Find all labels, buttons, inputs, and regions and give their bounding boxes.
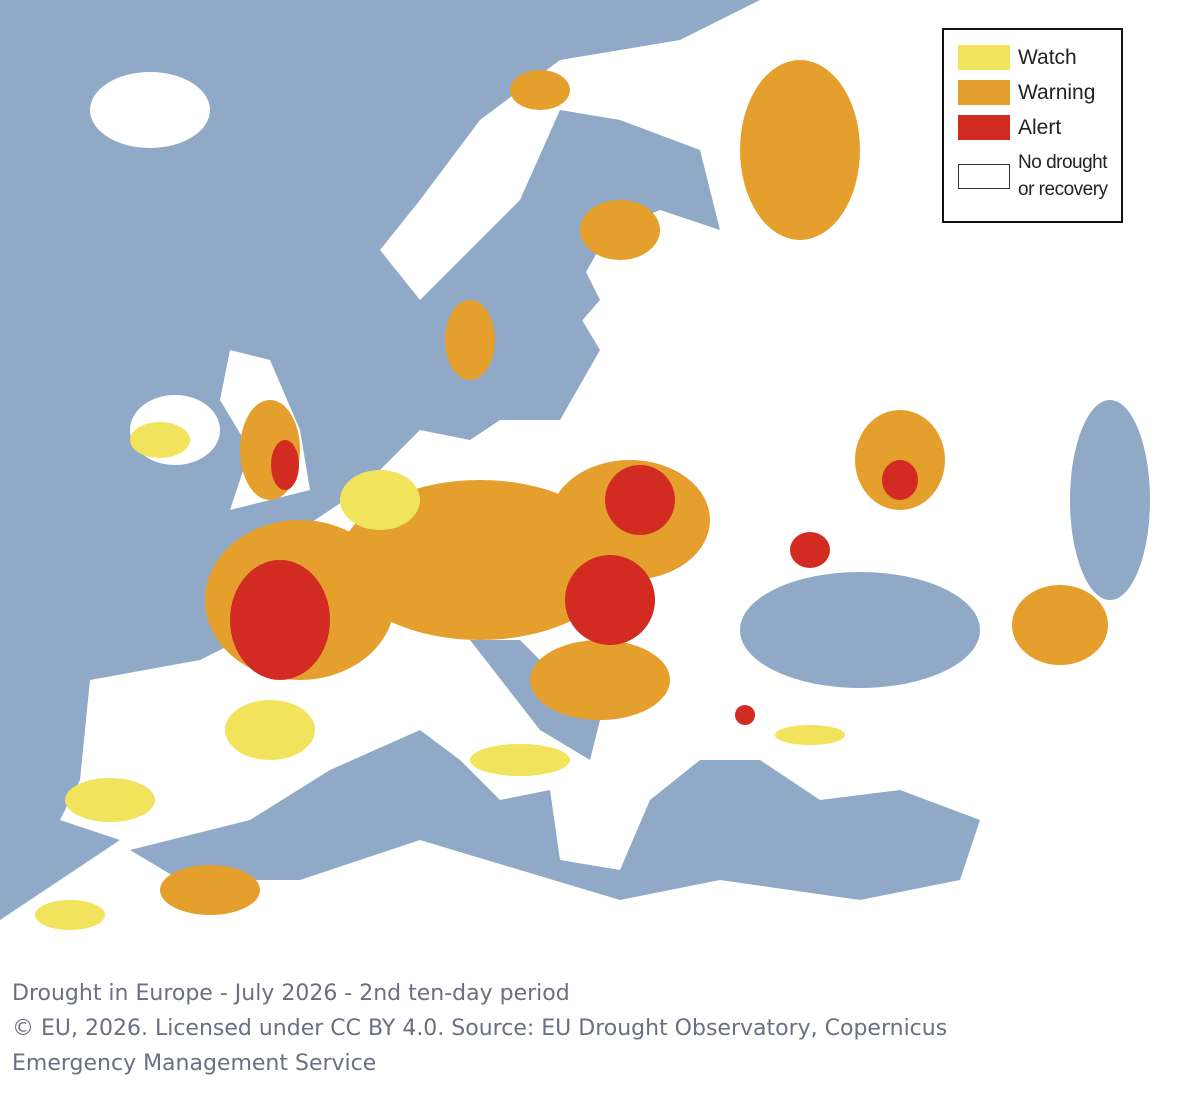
caspian-sea: [1070, 400, 1150, 600]
drought-area: [35, 900, 105, 930]
legend-item: Alert: [958, 114, 1121, 141]
drought-area: [580, 200, 660, 260]
drought-area: [775, 725, 845, 745]
adriatic-sea: [470, 640, 600, 760]
drought-area: [790, 532, 830, 568]
drought-area: [130, 422, 190, 458]
mediterranean-sea: [130, 730, 980, 900]
legend-label: Watch: [1018, 46, 1077, 69]
legend-item: Warning: [958, 79, 1121, 106]
drought-area: [340, 470, 420, 530]
legend-swatch: [958, 115, 1010, 140]
legend: Watch Warning Alert No drought or recovery: [942, 28, 1123, 223]
legend-label: Warning: [1018, 81, 1096, 104]
drought-area: [565, 555, 655, 645]
caption-title: Drought in Europe - July 2026 - 2nd ten-…: [12, 981, 570, 1006]
drought-area: [605, 465, 675, 535]
drought-areas: [35, 60, 1108, 930]
legend-swatch: [958, 80, 1010, 105]
legend-item: No drought or recovery: [958, 149, 1121, 203]
drought-area: [230, 560, 330, 680]
drought-area: [271, 440, 299, 490]
legend-swatch: [958, 163, 1010, 189]
drought-area: [225, 700, 315, 760]
drought-area: [882, 460, 918, 500]
drought-area: [65, 778, 155, 822]
legend-item: Watch: [958, 44, 1121, 71]
drought-area: [530, 640, 670, 720]
drought-area: [445, 300, 495, 380]
drought-area: [735, 705, 755, 725]
drought-area: [1012, 585, 1108, 665]
caption-credit: © EU, 2026. Licensed under CC BY 4.0. So…: [12, 1016, 948, 1076]
black-sea: [740, 572, 980, 688]
iceland: [90, 72, 210, 148]
caption: Drought in Europe - July 2026 - 2nd ten-…: [12, 976, 1052, 1081]
drought-area: [470, 744, 570, 776]
legend-swatch: [958, 45, 1010, 70]
drought-area: [510, 70, 570, 110]
legend-label: Alert: [1018, 116, 1062, 139]
drought-area: [160, 865, 260, 915]
legend-label: No drought or recovery: [1018, 152, 1108, 200]
baltic-sea: [480, 160, 600, 380]
drought-area: [740, 60, 860, 240]
